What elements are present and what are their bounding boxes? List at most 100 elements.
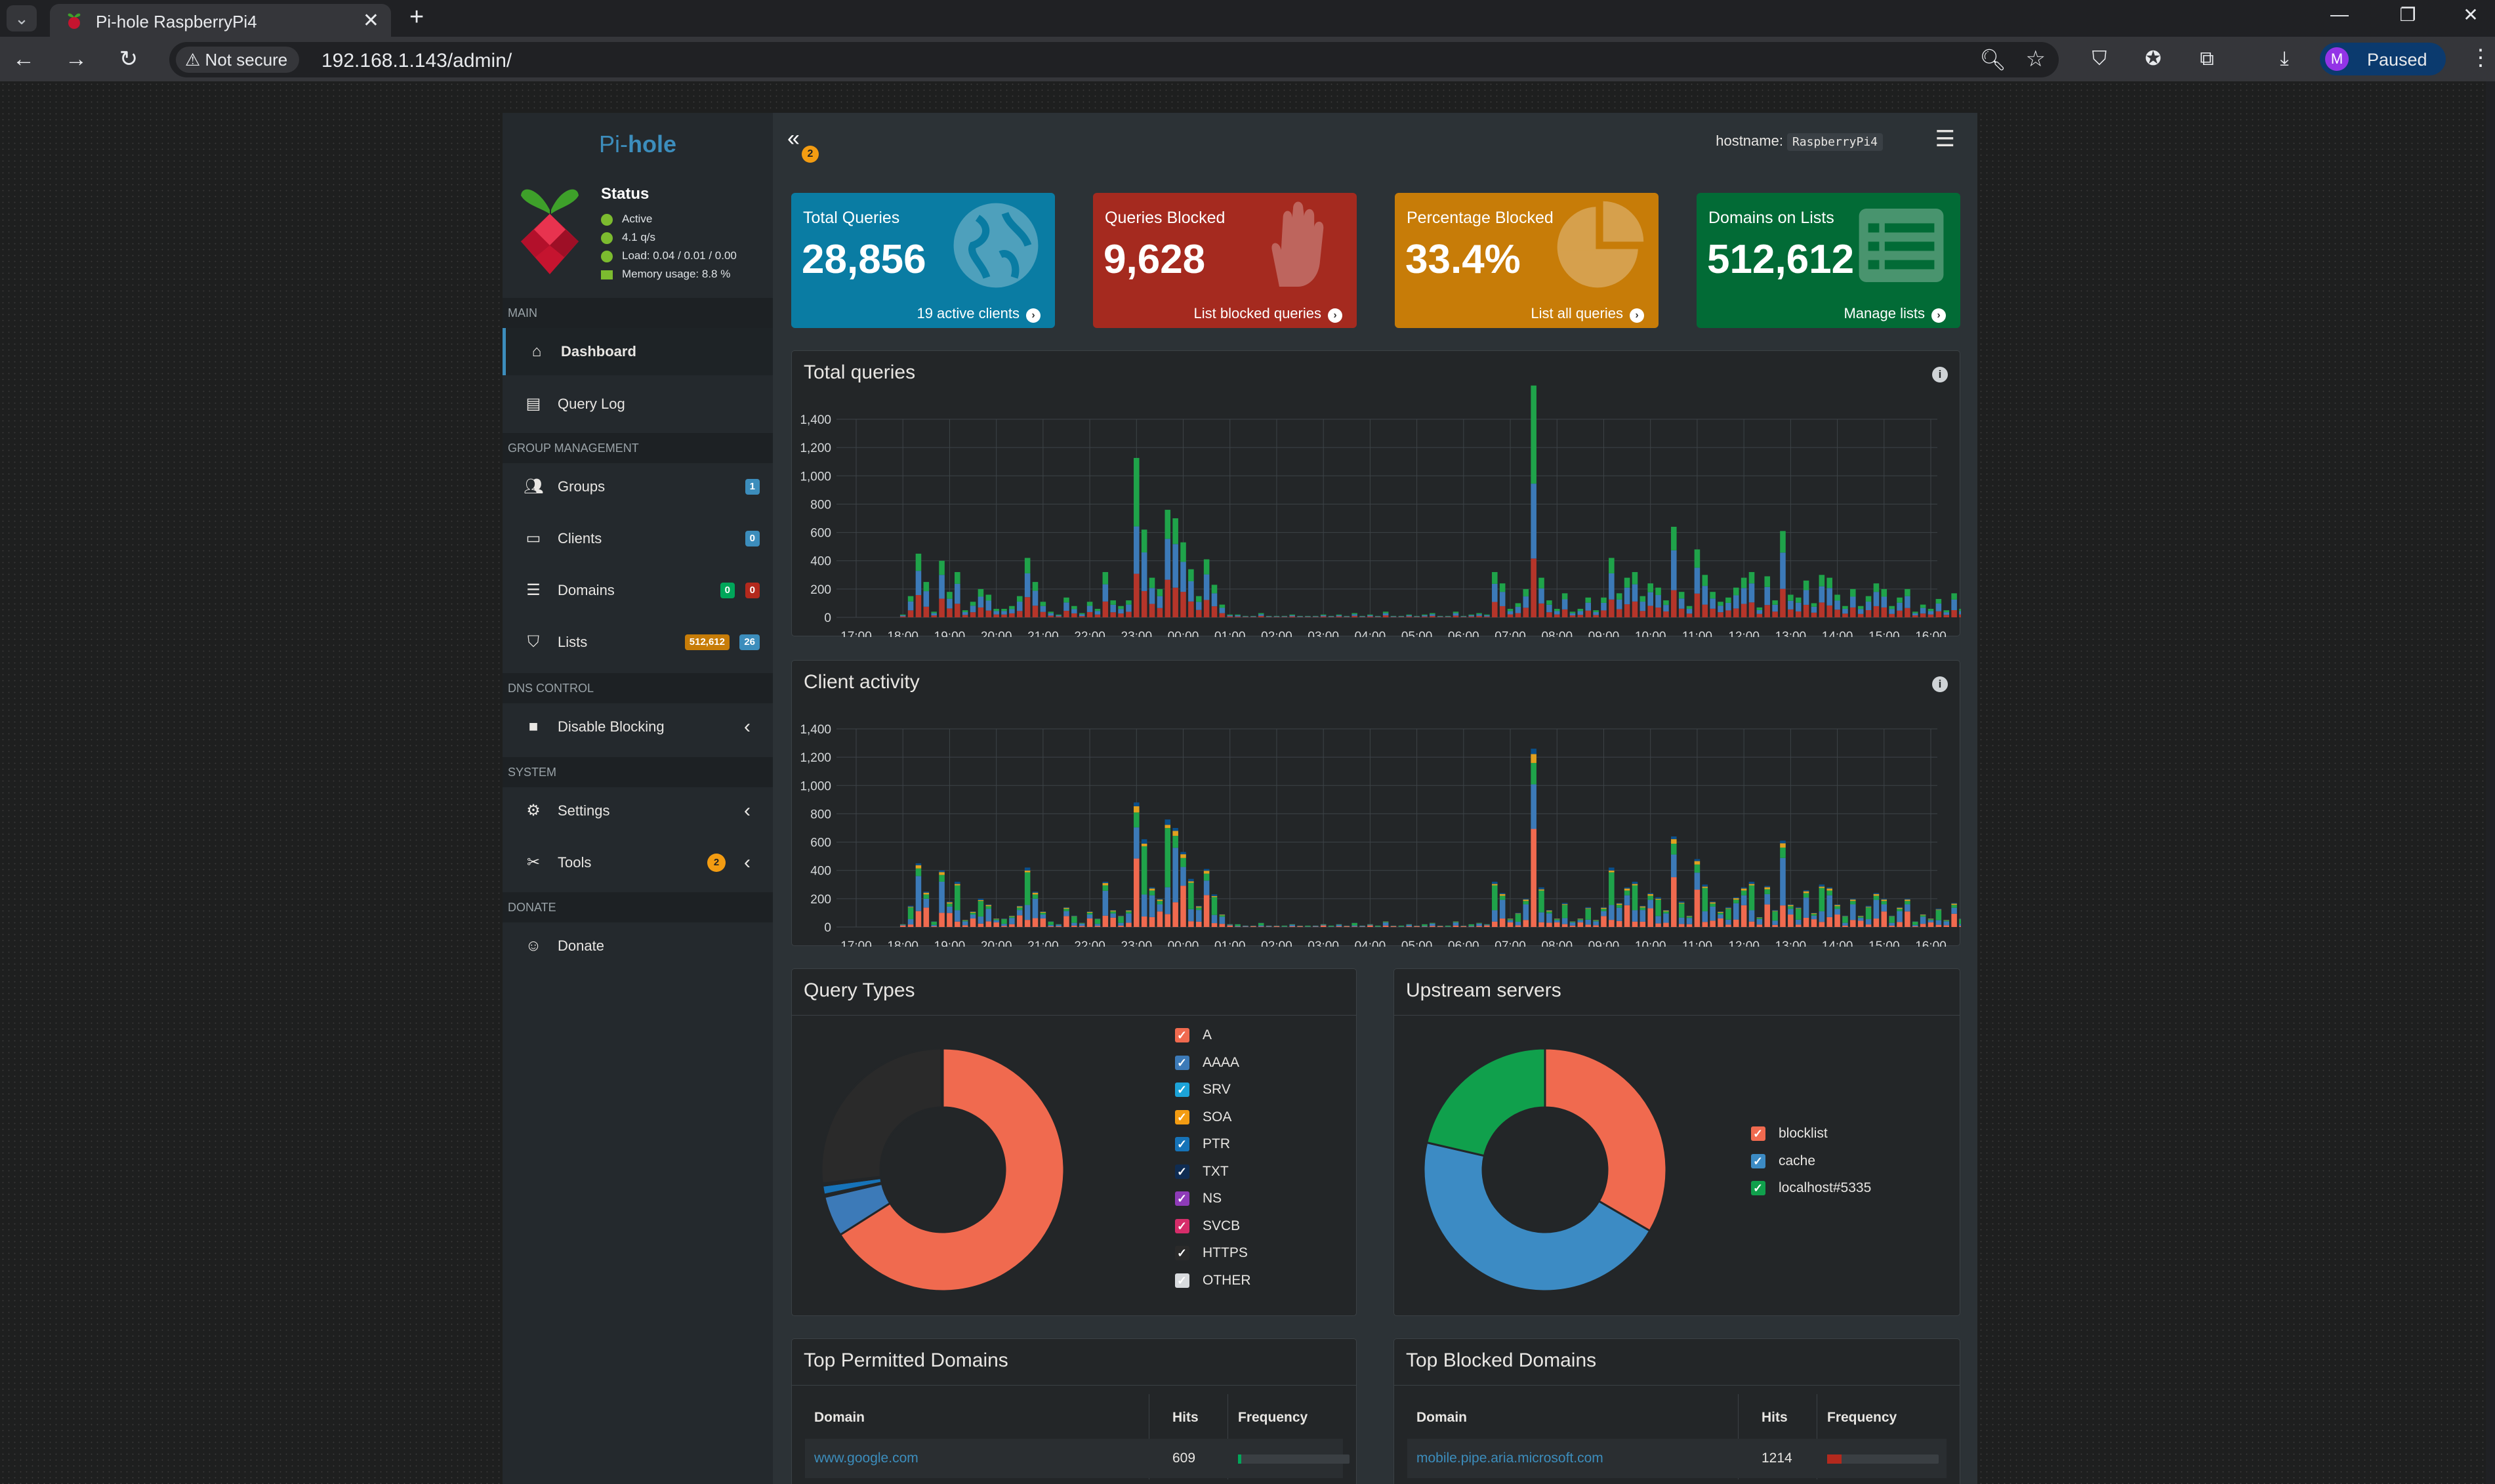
bar-segment [1710, 592, 1716, 599]
sidebar-item-query-log[interactable]: ▤ Query Log [503, 381, 773, 428]
column-header-hits[interactable]: Hits [1172, 1410, 1199, 1425]
bar-segment [955, 604, 960, 617]
legend-checkbox[interactable] [1175, 1162, 1189, 1182]
profile-button[interactable]: M Paused [2320, 43, 2446, 75]
bar-segment [1344, 926, 1350, 927]
bar-segment [1258, 926, 1264, 927]
bookmark-star-icon[interactable]: ☆ [2025, 47, 2046, 72]
bar-segment [1297, 616, 1303, 617]
info-icon[interactable]: i [1932, 367, 1948, 382]
download-icon[interactable]: ⤓ [2280, 48, 2289, 70]
legend-checkbox[interactable] [1175, 1134, 1189, 1154]
column-header-frequency[interactable]: Frequency [1238, 1410, 1308, 1425]
sidebar-item-settings[interactable]: ⚙ Settings ‹ [503, 787, 773, 835]
color-extension-icon[interactable]: ✪ [2145, 48, 2162, 70]
tab-search-button[interactable]: ⌄ [7, 5, 37, 31]
bar-segment [1009, 613, 1015, 617]
legend-checkbox[interactable] [1751, 1178, 1765, 1198]
back-button[interactable]: ← [12, 47, 35, 72]
legend-checkbox[interactable] [1175, 1080, 1189, 1100]
reload-button[interactable]: ↻ [119, 47, 138, 72]
domain-link[interactable]: mobile.pipe.aria.microsoft.com [1416, 1451, 1603, 1466]
bar-segment [1905, 899, 1910, 901]
restore-icon[interactable]: ❐ [2399, 5, 2416, 25]
legend-checkbox[interactable] [1751, 1151, 1765, 1171]
bar-segment [1430, 615, 1435, 617]
forward-button[interactable]: → [65, 47, 87, 72]
column-header-domain[interactable]: Domain [814, 1410, 865, 1425]
sidebar-item-groups[interactable]: 👥︎ Groups 1 [503, 463, 773, 510]
new-tab-button[interactable]: + [409, 3, 424, 31]
column-header-hits[interactable]: Hits [1762, 1410, 1788, 1425]
legend-item[interactable]: SVCB [1175, 1216, 1240, 1236]
legend-checkbox[interactable] [1175, 1189, 1189, 1208]
security-chip[interactable]: ⚠ Not secure [176, 47, 300, 73]
domain-link[interactable]: www.google.com [814, 1451, 918, 1466]
sidebar-item-donate[interactable]: ☺ Donate [503, 922, 773, 970]
bar-segment [931, 613, 937, 616]
active-clients-link[interactable]: 19 active clients › [917, 305, 1041, 323]
bar-segment [1748, 602, 1755, 617]
legend-item[interactable]: cache [1751, 1151, 1815, 1171]
legend-item[interactable]: TXT [1175, 1162, 1229, 1182]
page-scrollbar[interactable] [2486, 81, 2495, 1484]
manage-lists-link[interactable]: Manage lists › [1844, 305, 1946, 323]
brand-logo-text[interactable]: Pi-hole [503, 113, 773, 173]
bar-segment [1826, 605, 1832, 617]
legend-item[interactable]: PTR [1175, 1134, 1230, 1154]
close-tab-icon[interactable]: ✕ [362, 10, 379, 31]
legend-item[interactable]: A [1175, 1025, 1212, 1045]
legend-checkbox[interactable] [1175, 1025, 1189, 1045]
legend-item[interactable]: OTHER [1175, 1271, 1251, 1290]
column-header-frequency[interactable]: Frequency [1827, 1410, 1897, 1425]
legend-checkbox[interactable] [1175, 1243, 1189, 1263]
collapse-sidebar-icon[interactable]: « [787, 126, 800, 151]
sidebar-item-tools[interactable]: ✂ Tools 2 ‹ [503, 839, 773, 886]
address-bar[interactable]: ⚠ Not secure 192.168.1.143/admin/ 🔍︎ ☆ [169, 42, 2059, 77]
legend-item[interactable]: NS [1175, 1189, 1222, 1208]
legend-checkbox[interactable] [1175, 1107, 1189, 1127]
url-text[interactable]: 192.168.1.143/admin/ [321, 50, 512, 72]
upstream-servers-chart[interactable] [1407, 1032, 1683, 1308]
bar-segment [1048, 922, 1054, 925]
x-tick-label: 12:00 [1728, 939, 1760, 947]
column-header-domain[interactable]: Domain [1416, 1410, 1468, 1425]
bar-segment [1935, 611, 1942, 617]
sidebar-item-clients[interactable]: ▭ Clients 0 [503, 515, 773, 562]
list-blocked-queries-link[interactable]: List blocked queries › [1194, 305, 1342, 323]
window-close-icon[interactable]: ✕ [2463, 5, 2479, 25]
minimize-icon[interactable]: — [2330, 4, 2349, 24]
extensions-puzzle-icon[interactable]: ⧉ [2200, 48, 2214, 70]
browser-tab[interactable]: Pi-hole RaspberryPi4 ✕ [50, 4, 391, 37]
sidebar-item-disable-blocking[interactable]: ■ Disable Blocking ‹ [503, 703, 773, 751]
legend-item[interactable]: localhost#5335 [1751, 1178, 1871, 1198]
legend-checkbox[interactable] [1751, 1124, 1765, 1144]
nav-header-main: MAIN [503, 298, 773, 328]
legend-checkbox[interactable] [1175, 1053, 1189, 1073]
legend-item[interactable]: SRV [1175, 1080, 1231, 1100]
sidebar-item-lists[interactable]: ⛉ Lists 512,612 26 [503, 619, 773, 666]
legend-checkbox[interactable] [1175, 1271, 1189, 1290]
legend-item[interactable]: AAAA [1175, 1053, 1239, 1073]
sidebar-item-dashboard[interactable]: ⌂ Dashboard [503, 328, 773, 375]
x-tick-label: 21:00 [1027, 939, 1059, 947]
browser-menu-icon[interactable]: ⋮ [2469, 45, 2492, 70]
bar-segment [1873, 893, 1880, 894]
bar-segment [1569, 615, 1576, 617]
legend-item[interactable]: blocklist [1751, 1124, 1828, 1144]
sidebar-item-domains[interactable]: ☰ Domains 0 0 [503, 567, 773, 614]
shield-extension-icon[interactable]: ⛉ [2092, 48, 2107, 70]
list-all-queries-link[interactable]: List all queries › [1531, 305, 1644, 323]
legend-checkbox[interactable] [1175, 1216, 1189, 1236]
zoom-icon[interactable]: 🔍︎ [1979, 48, 2006, 72]
legend-item[interactable]: SOA [1175, 1107, 1231, 1127]
query-types-chart[interactable] [805, 1032, 1081, 1308]
info-icon[interactable]: i [1932, 676, 1948, 692]
x-tick-label: 23:00 [1121, 630, 1153, 637]
x-tick-label: 03:00 [1308, 630, 1339, 637]
hamburger-menu-icon[interactable]: ☰ [1935, 127, 1955, 152]
client-activity-chart[interactable]: 0 200 400 600 800 1,000 1,200 1,400 17:00 18:00 19… [792, 661, 1961, 947]
total-queries-chart[interactable]: 0 200 400 600 800 1,000 1,200 1,400 17:00 18:00 19… [792, 351, 1961, 637]
bar-segment [1889, 922, 1895, 926]
legend-item[interactable]: HTTPS [1175, 1243, 1248, 1263]
